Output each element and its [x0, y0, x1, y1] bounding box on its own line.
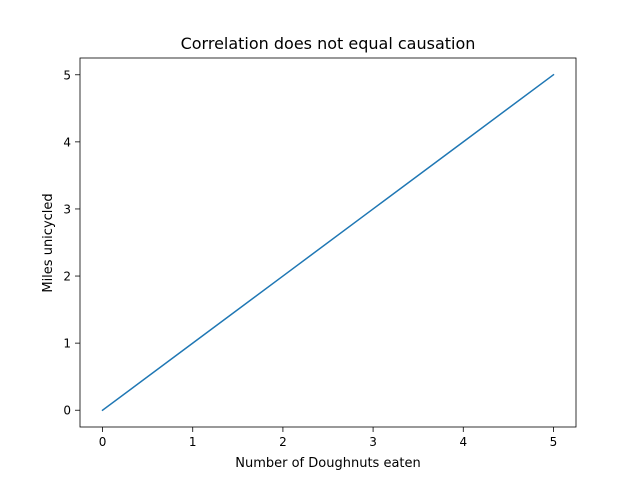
x-axis-label: Number of Doughnuts eaten — [235, 456, 421, 471]
y-tick-label: 5 — [63, 68, 71, 82]
series-line-0 — [101, 73, 555, 412]
y-tick-label: 1 — [63, 337, 71, 351]
x-tick-label: 0 — [99, 435, 107, 449]
plot-area: 0 1 2 3 4 5 0 1 2 3 4 5 — [63, 57, 577, 449]
x-tick-label: 3 — [369, 435, 377, 449]
plot-frame — [79, 57, 577, 428]
y-tick-label: 2 — [63, 270, 71, 284]
y-tick-label: 3 — [63, 202, 71, 216]
x-tick-label: 1 — [189, 435, 197, 449]
x-tick-label: 2 — [279, 435, 287, 449]
chart-title: Correlation does not equal causation — [181, 34, 476, 53]
y-axis-label: Miles unicycled — [41, 193, 56, 292]
x-tick-label: 5 — [550, 435, 558, 449]
x-tick-label: 4 — [459, 435, 467, 449]
y-tick-label: 4 — [63, 135, 71, 149]
y-tick-label: 0 — [63, 404, 71, 418]
